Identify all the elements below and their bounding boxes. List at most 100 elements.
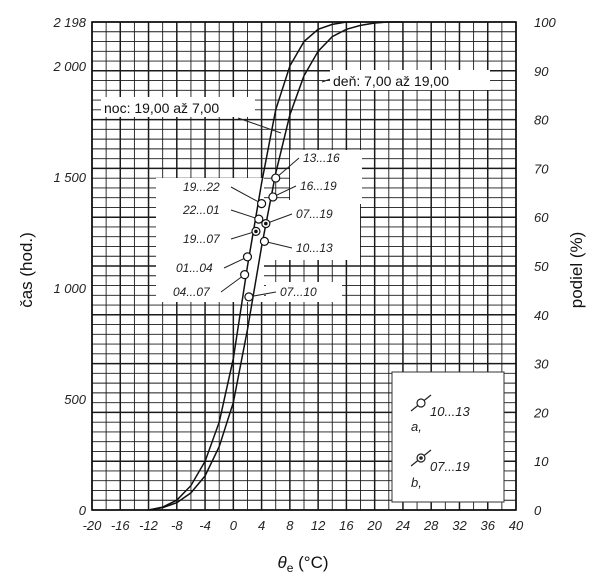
x-tick-label: -20 bbox=[83, 518, 103, 533]
annotation-point: 19...07 bbox=[183, 226, 261, 246]
y-left-tick-label: 2 000 bbox=[52, 59, 86, 74]
annotation-label-bg bbox=[156, 178, 264, 302]
x-tick-label: 28 bbox=[423, 518, 439, 533]
x-tick-label: -12 bbox=[139, 518, 159, 533]
y-left-tick-label: 0 bbox=[79, 503, 87, 518]
annotation-marker bbox=[244, 292, 254, 302]
x-tick-label: 0 bbox=[230, 518, 238, 533]
y-left-tick-label: 500 bbox=[64, 392, 86, 407]
plot-frame bbox=[91, 21, 517, 511]
legend-label-b: 07...19 bbox=[430, 459, 470, 474]
curve-label-day: deň: 7,00 až 19,00 bbox=[321, 70, 490, 90]
annotation-label: 22...01 bbox=[182, 203, 220, 217]
annotation-marker-dot bbox=[264, 221, 268, 226]
x-axis-label-symbol: θ bbox=[277, 553, 287, 572]
legend-label-a: 10...13 bbox=[430, 404, 471, 419]
y-right-tick-label: 70 bbox=[534, 161, 549, 176]
y-right-tick-label: 90 bbox=[534, 64, 549, 79]
y-right-tick-label: 20 bbox=[533, 405, 549, 420]
x-axis-label-unit: (°C) bbox=[293, 553, 328, 572]
legend-sub-a: a, bbox=[411, 419, 422, 434]
x-tick-label: 8 bbox=[286, 518, 294, 533]
x-tick-label: -8 bbox=[171, 518, 183, 533]
annotation-marker bbox=[259, 236, 270, 246]
annotation-label: 07...10 bbox=[280, 285, 317, 299]
annotation-label: 01...04 bbox=[176, 261, 213, 275]
y-right-tick-label: 100 bbox=[534, 15, 556, 30]
annotation-leader bbox=[230, 209, 259, 220]
annotation-leader bbox=[265, 213, 293, 225]
legend-box bbox=[391, 371, 505, 503]
annotation-label: 19...22 bbox=[183, 180, 220, 194]
curve-label-night: noc: 19,00 až 7,00 bbox=[101, 97, 282, 134]
annotation-leader bbox=[264, 240, 293, 249]
annotation-point: 07...10 bbox=[244, 285, 317, 302]
annotation-marker bbox=[240, 270, 250, 280]
annotation-leader bbox=[220, 274, 245, 293]
annotation-leader bbox=[230, 186, 262, 205]
x-axis-label: θe (°C) bbox=[277, 553, 328, 575]
x-tick-label: 12 bbox=[311, 518, 326, 533]
annotation-point: 13...16 bbox=[271, 151, 340, 183]
y-right-tick-label: 50 bbox=[534, 259, 549, 274]
x-tick-label: 4 bbox=[258, 518, 265, 533]
y-right-tick-label: 80 bbox=[534, 113, 549, 128]
x-axis-label-sub: e bbox=[287, 561, 294, 575]
x-tick-label: -4 bbox=[199, 518, 211, 533]
curve-label-day-text: deň: 7,00 až 19,00 bbox=[333, 73, 449, 89]
annotation-label: 10...13 bbox=[296, 241, 333, 255]
annotation-label: 04...07 bbox=[173, 285, 211, 299]
y-left-tick-label: 1 500 bbox=[53, 170, 86, 185]
series-line-night bbox=[148, 21, 361, 511]
annotation-point: 16...19 bbox=[268, 179, 337, 202]
y-axis-label-right: podiel (%) bbox=[567, 232, 586, 309]
legend-sub-b: b, bbox=[411, 475, 422, 490]
y-left-tick-label: 1 000 bbox=[53, 281, 86, 296]
annotation-label: 16...19 bbox=[300, 179, 337, 193]
legend-marker-b bbox=[410, 449, 432, 467]
annotation-marker bbox=[254, 214, 264, 224]
y-right-tick-label: 0 bbox=[534, 503, 542, 518]
x-tick-label: 16 bbox=[339, 518, 354, 533]
annotation-label-bg bbox=[262, 200, 360, 260]
annotation-points: 13...16 16...19 19...22 22...01 07...19 19...… bbox=[173, 151, 340, 302]
x-tick-label: 32 bbox=[452, 518, 467, 533]
annotation-marker-dot bbox=[254, 229, 258, 234]
y-left-tick-label: 2 198 bbox=[52, 15, 86, 30]
curves bbox=[148, 21, 403, 511]
annotation-point: 10...13 bbox=[259, 236, 333, 255]
annotation-point: 22...01 bbox=[182, 203, 264, 224]
annotation-label: 07...19 bbox=[296, 207, 333, 221]
annotation-label-bg bbox=[266, 282, 342, 302]
curve-label-night-text: noc: 19,00 až 7,00 bbox=[104, 100, 219, 116]
annotation-point: 07...19 bbox=[261, 207, 333, 229]
x-tick-label: 40 bbox=[509, 518, 524, 533]
y-axis-label-left: čas (hod.) bbox=[17, 232, 36, 308]
y-right-tick-label: 30 bbox=[534, 357, 549, 372]
series-line-day bbox=[148, 21, 403, 511]
legend: 10...13 a, 07...19 b, bbox=[391, 371, 505, 503]
annotation-label-bg bbox=[290, 150, 362, 204]
y-right-tick-label: 60 bbox=[534, 210, 549, 225]
annotation-point: 19...22 bbox=[183, 180, 267, 209]
annotation-marker bbox=[268, 192, 278, 202]
annotation-point: 04...07 bbox=[173, 270, 250, 299]
annotation-leader bbox=[275, 157, 300, 179]
annotation-point: 01...04 bbox=[176, 252, 253, 275]
x-tick-label: 36 bbox=[480, 518, 495, 533]
x-tick-label: 24 bbox=[395, 518, 410, 533]
legend-marker-a bbox=[410, 394, 432, 412]
y-right-tick-label: 10 bbox=[534, 454, 549, 469]
annotation-marker bbox=[257, 199, 267, 209]
annotation-label: 13...16 bbox=[303, 151, 340, 165]
curve-label-day-bg bbox=[330, 70, 490, 90]
y-right-tick-label: 40 bbox=[534, 308, 549, 323]
x-tick-label: -16 bbox=[111, 518, 131, 533]
curve-label-night-leader bbox=[237, 117, 282, 134]
curve-label-night-bg bbox=[101, 97, 255, 117]
x-tick-label: 20 bbox=[366, 518, 382, 533]
annotation-marker bbox=[242, 252, 253, 262]
annotation-label: 19...07 bbox=[183, 232, 221, 246]
